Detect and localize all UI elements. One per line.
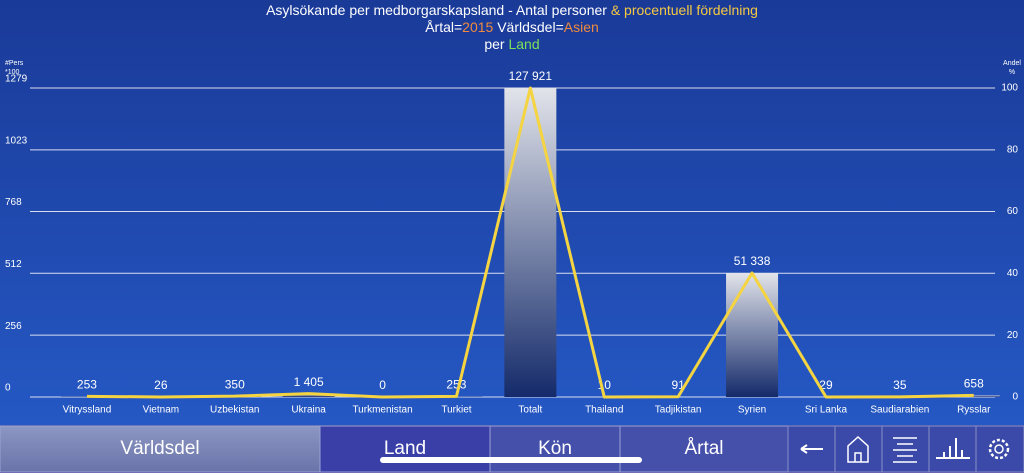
tab-label[interactable]: Kön (538, 438, 572, 459)
y-tick-label: 768 (5, 197, 22, 208)
value-label: 0 (379, 378, 386, 392)
value-label: 1 405 (294, 375, 324, 389)
bar (504, 87, 557, 397)
y2-tick-label: 0 (1012, 392, 1018, 403)
tab-label[interactable]: Årtal (684, 438, 723, 459)
tab[interactable] (619, 425, 789, 473)
chart-button[interactable] (928, 425, 977, 473)
settings-button[interactable] (975, 425, 1024, 473)
value-label: 350 (225, 377, 245, 391)
y-axis-label: #Pers (5, 60, 24, 67)
title-segment: Asylsökande per medborgarskapsland - Ant… (266, 2, 607, 18)
home-icon (847, 435, 869, 463)
gear-icon (988, 438, 1010, 460)
tab-label[interactable]: Land (384, 438, 426, 459)
value-label: 26 (154, 378, 168, 392)
title-segment: 2015 (462, 19, 493, 35)
x-tick-label: Saudiarabien (870, 405, 929, 416)
value-label: 253 (446, 378, 466, 392)
value-label: 658 (964, 377, 984, 391)
x-tick-label: Tadjikistan (655, 405, 702, 416)
x-tick-label: Ukraina (291, 405, 326, 416)
y2-axis-label: Andel (1003, 60, 1021, 67)
title-line: per Land (484, 36, 539, 52)
x-tick-label: Totalt (518, 405, 542, 416)
title-line: Årtal=2015 Världsdel=Asien (425, 19, 599, 35)
x-tick-label: Vitryssland (63, 405, 112, 416)
list-icon (893, 437, 917, 463)
x-tick-label: Uzbekistan (210, 405, 259, 416)
bar (282, 393, 335, 397)
back-icon (800, 444, 823, 454)
icon-buttons (787, 425, 1024, 473)
x-tick-label: Turkmenistan (352, 405, 412, 416)
x-tick-label: Vietnam (143, 405, 180, 416)
value-label: 127 921 (509, 69, 553, 83)
value-label: 35 (893, 378, 907, 392)
title-segment: per (484, 36, 508, 52)
value-label: 253 (77, 378, 97, 392)
tab-label[interactable]: Världsdel (120, 438, 199, 459)
y2-tick-label: 100 (1001, 83, 1018, 94)
home-button[interactable] (834, 425, 883, 473)
y-tick-label: 0 (5, 383, 11, 394)
title-segment: Asien (564, 19, 599, 35)
bar (726, 272, 779, 397)
x-tick-label: Rysslar (957, 405, 991, 416)
x-tick-label: Sri Lanka (805, 405, 848, 416)
y2-tick-label: 20 (1007, 330, 1019, 341)
y2-tick-label: 40 (1007, 268, 1019, 279)
title-line: Asylsökande per medborgarskapsland - Ant… (266, 2, 758, 18)
y-axis-label: *100 (5, 69, 20, 76)
y-tick-label: 256 (5, 321, 22, 332)
y2-tick-label: 60 (1007, 206, 1019, 217)
gear-center (994, 444, 1004, 454)
y-tick-label: 512 (5, 259, 22, 270)
home-indicator (380, 457, 642, 463)
list-button[interactable] (881, 425, 930, 473)
x-tick-label: Thailand (585, 405, 623, 416)
y-tick-label: 1279 (5, 74, 28, 85)
title-segment: Land (508, 36, 539, 52)
y-tick-label: 1023 (5, 135, 28, 146)
value-label: 51 338 (734, 254, 771, 268)
tab[interactable] (0, 425, 321, 473)
tab[interactable] (489, 425, 621, 473)
title-segment: Världsdel= (493, 19, 563, 35)
share-line (86, 86, 974, 399)
chart-icon (936, 438, 970, 459)
title-segment: Årtal= (425, 19, 462, 35)
title-segment: & procentuell fördelning (607, 2, 758, 18)
y2-axis-label: % (1009, 69, 1015, 76)
y2-tick-label: 80 (1007, 144, 1019, 155)
tab[interactable] (319, 425, 491, 473)
title: Asylsökande per medborgarskapsland - Ant… (266, 2, 758, 52)
x-tick-label: Turkiet (441, 405, 471, 416)
plot: #Pers *100 Andel% 0 256 512 768 1023 1279 0 20 40 60… (5, 60, 1021, 416)
x-tick-label: Syrien (738, 405, 766, 416)
